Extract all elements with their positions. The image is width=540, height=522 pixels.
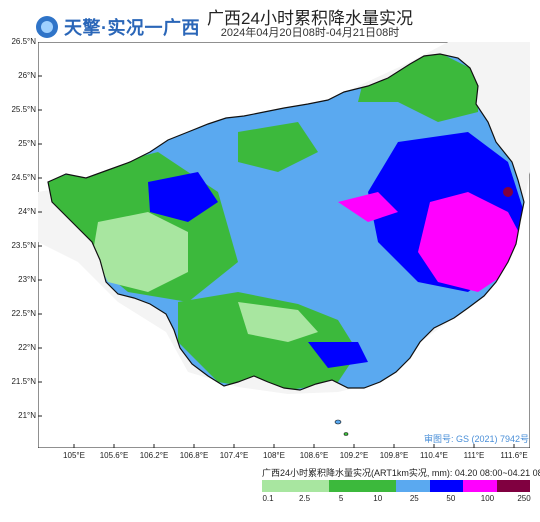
legend-color-bar: [262, 480, 530, 492]
legend-tick-label: 250: [517, 494, 531, 503]
brand-logo: 天擎·实况一广西: [36, 14, 200, 40]
legend-tick-label: 2.5: [299, 494, 311, 503]
rain-50-100mm-center: [338, 192, 398, 222]
legend-swatch: [329, 480, 363, 492]
legend-tick-label: 10: [373, 494, 383, 503]
rain-0-5mm-west: [93, 212, 188, 292]
lat-label: 25.5°N: [11, 105, 36, 114]
lat-label: 22.5°N: [11, 309, 36, 318]
lat-label: 24°N: [18, 207, 36, 216]
xieyang-island: [343, 432, 349, 436]
precipitation-map: [38, 42, 530, 448]
lon-label: 106.8°E: [179, 451, 209, 460]
lat-label: 22°N: [18, 343, 36, 352]
lon-label: 110.4°E: [420, 451, 448, 460]
legend-swatch: [463, 480, 497, 492]
legend-swatch: [262, 480, 296, 492]
rain-25-50mm-southcoast: [308, 342, 368, 368]
map-subtitle: 2024年04月20日08时-04月21日08时: [220, 27, 400, 39]
lat-label: 23°N: [18, 275, 36, 284]
lon-label: 109.2°E: [339, 451, 369, 460]
lon-label: 109.8°E: [379, 451, 409, 460]
legend-title: 广西24小时累积降水量实况(ART1km实况, mm): 04.20 08:00…: [262, 468, 540, 478]
lat-label: 21°N: [18, 411, 36, 420]
lon-label: 111.6°E: [500, 451, 528, 460]
rain-100-250mm: [503, 187, 513, 197]
rain-0-5mm-south: [238, 302, 318, 342]
lat-axis: [38, 42, 42, 417]
lon-label: 105°E: [63, 451, 85, 460]
lon-label: 108°E: [263, 451, 285, 460]
legend-tick-label: 0.1: [262, 494, 274, 503]
map-title: 广西24小时累积降水量实况: [207, 9, 413, 28]
lat-label: 25°N: [18, 139, 36, 148]
lon-label: 111°E: [463, 451, 485, 460]
province-boundary: [47, 53, 525, 391]
globe-icon: [36, 16, 58, 38]
rain-5-10mm-center: [238, 122, 318, 172]
rain-25-50mm-northwest: [148, 172, 218, 222]
legend-tick-labels: 0.1 2.5 5 10 25 50 100 250: [262, 494, 530, 506]
lat-label: 26.5°N: [11, 37, 36, 46]
header: 天擎·实况一广西 广西24小时累积降水量实况 2024年04月20日08时-04…: [0, 0, 540, 42]
weizhou-island: [334, 419, 342, 425]
brand-name: 天擎·实况一广西: [64, 18, 200, 38]
legend-swatch: [396, 480, 430, 492]
lon-label: 107.4°E: [219, 451, 249, 460]
lon-label: 106.2°E: [139, 451, 169, 460]
legend-swatch: [295, 480, 329, 492]
legend-swatch: [362, 480, 396, 492]
lon-label: 108.6°E: [299, 451, 329, 460]
lon-axis: [73, 444, 515, 448]
lat-label: 21.5°N: [11, 377, 36, 386]
legend-swatch: [429, 480, 463, 492]
rain-50-100mm-east: [418, 192, 524, 292]
legend-swatch: [496, 480, 530, 492]
lon-label: 105.6°E: [99, 451, 129, 460]
lat-label: 23.5°N: [11, 241, 36, 250]
legend-tick-label: 50: [446, 494, 456, 503]
map-svg: [38, 42, 530, 448]
map-approval-number: 审图号: GS (2021) 7942号: [424, 434, 530, 444]
legend-tick-label: 100: [480, 494, 495, 503]
legend-tick-label: 5: [338, 494, 344, 503]
legend: 广西24小时累积降水量实况(ART1km实况, mm): 04.20 08:00…: [262, 466, 540, 518]
legend-tick-label: 25: [409, 494, 419, 503]
lat-label: 26°N: [18, 71, 36, 80]
rain-5-10mm-south: [178, 292, 358, 390]
lat-label: 24.5°N: [11, 173, 36, 182]
